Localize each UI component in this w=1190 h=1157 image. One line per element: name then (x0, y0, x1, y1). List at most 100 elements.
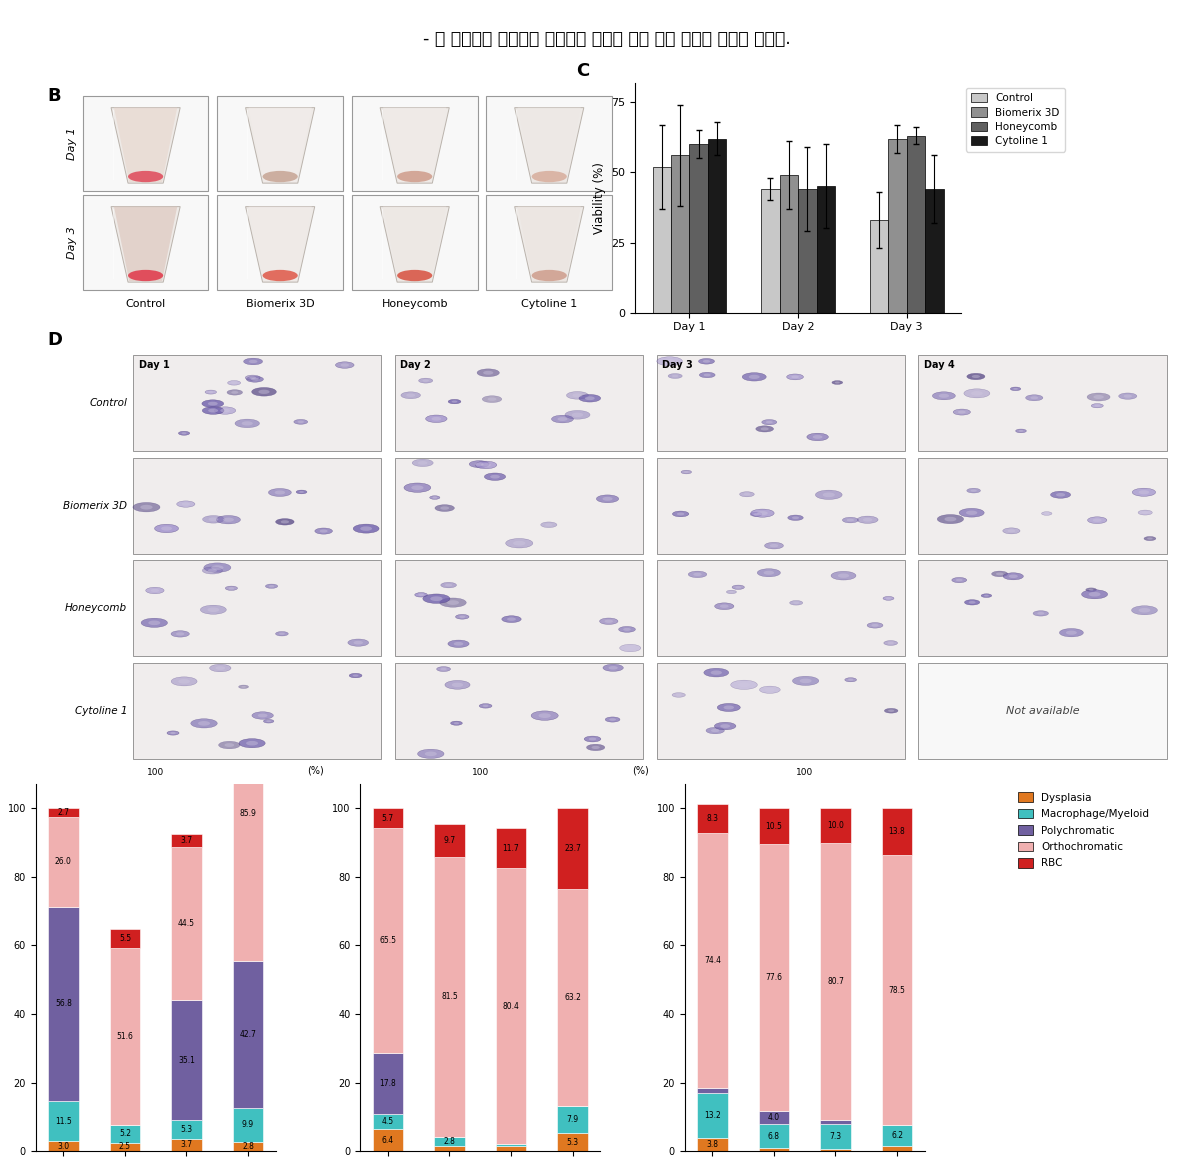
Ellipse shape (214, 407, 236, 414)
Ellipse shape (483, 370, 494, 375)
Ellipse shape (764, 543, 783, 548)
Ellipse shape (133, 502, 159, 511)
Bar (671, 155, 689, 312)
Ellipse shape (832, 381, 843, 384)
Ellipse shape (706, 728, 725, 734)
Ellipse shape (1139, 491, 1150, 494)
Text: Biomerix 3D: Biomerix 3D (63, 501, 127, 511)
Ellipse shape (871, 624, 878, 627)
Ellipse shape (847, 518, 854, 522)
Ellipse shape (507, 618, 516, 621)
Text: 9.9: 9.9 (242, 1120, 255, 1129)
Ellipse shape (211, 566, 224, 570)
Ellipse shape (490, 474, 500, 479)
FancyBboxPatch shape (487, 196, 612, 289)
Ellipse shape (142, 618, 168, 627)
Ellipse shape (155, 524, 178, 532)
Text: 2.7: 2.7 (57, 809, 69, 817)
Text: 3.0: 3.0 (57, 1142, 69, 1150)
Text: 77.6: 77.6 (765, 973, 783, 982)
Ellipse shape (726, 590, 737, 594)
Ellipse shape (1009, 575, 1017, 578)
Ellipse shape (1138, 510, 1152, 515)
Ellipse shape (469, 460, 489, 467)
Ellipse shape (1139, 607, 1151, 612)
Ellipse shape (202, 407, 224, 414)
Polygon shape (111, 108, 180, 183)
Ellipse shape (353, 524, 380, 533)
Ellipse shape (888, 709, 894, 712)
Ellipse shape (1094, 395, 1104, 399)
Ellipse shape (739, 492, 754, 496)
Ellipse shape (609, 718, 616, 721)
Ellipse shape (600, 618, 618, 625)
Ellipse shape (762, 420, 777, 425)
Text: 6.2: 6.2 (891, 1130, 903, 1140)
Text: 3.8: 3.8 (707, 1140, 719, 1149)
Ellipse shape (227, 381, 240, 385)
Polygon shape (380, 207, 450, 282)
Ellipse shape (320, 530, 327, 532)
Ellipse shape (403, 482, 431, 493)
Text: 7.9: 7.9 (566, 1115, 578, 1123)
Ellipse shape (710, 670, 722, 675)
Ellipse shape (276, 632, 288, 636)
Ellipse shape (481, 463, 491, 466)
Ellipse shape (249, 376, 256, 379)
Ellipse shape (884, 708, 898, 713)
Ellipse shape (1123, 395, 1132, 398)
Ellipse shape (231, 391, 238, 393)
Bar (557, 808, 588, 889)
Ellipse shape (756, 426, 774, 432)
Ellipse shape (234, 419, 259, 428)
Ellipse shape (294, 420, 308, 425)
Ellipse shape (883, 597, 894, 600)
Ellipse shape (532, 270, 566, 281)
Ellipse shape (888, 642, 894, 644)
Ellipse shape (426, 415, 447, 422)
Ellipse shape (1056, 493, 1065, 496)
Bar (697, 1088, 728, 1093)
Ellipse shape (757, 511, 768, 515)
FancyBboxPatch shape (133, 355, 381, 451)
Text: 74.4: 74.4 (704, 956, 721, 965)
Bar (697, 1093, 728, 1138)
Ellipse shape (757, 569, 781, 577)
Ellipse shape (456, 614, 469, 619)
Ellipse shape (565, 411, 590, 419)
Ellipse shape (1031, 397, 1038, 399)
FancyBboxPatch shape (919, 355, 1166, 451)
Bar (652, 167, 671, 312)
Text: 4.5: 4.5 (382, 1117, 394, 1126)
Bar (109, 929, 140, 948)
Text: - 위 결과들을 바탕으로 효율적인 적혁구 체외 생산 시스템 개발이 가능함.: - 위 결과들을 바탕으로 효율적인 적혁구 체외 생산 시스템 개발이 가능함… (422, 30, 791, 47)
Ellipse shape (1038, 612, 1045, 614)
Text: Day 1: Day 1 (138, 360, 169, 370)
Text: 5.3: 5.3 (181, 1125, 193, 1134)
Ellipse shape (953, 410, 971, 415)
Ellipse shape (939, 393, 950, 398)
Bar (233, 1142, 263, 1151)
Text: 85.9: 85.9 (239, 809, 257, 818)
FancyBboxPatch shape (395, 663, 643, 759)
Ellipse shape (336, 362, 355, 368)
Ellipse shape (167, 731, 178, 735)
Ellipse shape (397, 171, 432, 182)
Bar (434, 824, 465, 857)
Ellipse shape (1091, 404, 1103, 407)
Ellipse shape (703, 374, 710, 376)
Ellipse shape (677, 513, 684, 515)
Bar (762, 190, 779, 312)
Text: 5.5: 5.5 (119, 934, 131, 943)
Ellipse shape (845, 678, 857, 681)
Bar (820, 1123, 851, 1149)
Ellipse shape (269, 585, 275, 588)
Text: 2.8: 2.8 (444, 1137, 456, 1147)
Bar (882, 808, 913, 855)
Ellipse shape (228, 587, 234, 589)
Ellipse shape (242, 686, 246, 687)
Text: 9.7: 9.7 (444, 837, 456, 845)
Ellipse shape (488, 398, 496, 400)
Ellipse shape (422, 379, 428, 382)
Ellipse shape (506, 538, 533, 548)
